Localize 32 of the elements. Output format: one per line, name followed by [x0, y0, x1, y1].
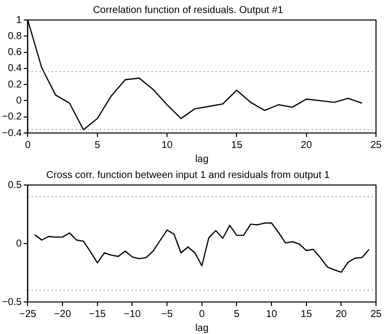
chart-title: Correlation function of residuals. Output #1 [92, 4, 284, 16]
chart-title: Cross corr. function between input 1 and residuals from output 1 [46, 170, 330, 181]
x-axis-title: lag [195, 154, 209, 165]
y-tick-label: −0.5 [2, 296, 22, 308]
x-tick-label: −15 [88, 308, 106, 320]
x-tick-label: −25 [19, 308, 37, 320]
x-tick-label: 15 [300, 308, 312, 320]
y-tick-label: 0.4 [8, 63, 22, 74]
y-tick-label: 0.5 [8, 180, 22, 191]
y-tick-label: 0.2 [8, 79, 22, 90]
x-tick-label: −10 [124, 308, 142, 320]
x-tick-label: 5 [234, 308, 240, 320]
y-tick-label: 0.6 [8, 47, 22, 58]
y-tick-label: −0.2 [2, 112, 22, 123]
x-tick-label: 10 [266, 308, 278, 320]
x-tick-label: 0 [24, 140, 31, 151]
x-tick-label: −5 [161, 308, 174, 320]
x-tick-label: −20 [54, 308, 72, 320]
x-tick-label: 10 [161, 140, 174, 151]
y-tick-label: 1 [16, 14, 22, 26]
y-tick-label: −0.4 [2, 128, 22, 139]
x-tick-label: 5 [94, 140, 101, 151]
y-tick-label: 0.8 [8, 30, 22, 42]
x-tick-label: 20 [300, 140, 312, 151]
x-tick-label: 25 [370, 140, 382, 151]
x-tick-label: 25 [370, 308, 382, 320]
x-tick-label: 15 [231, 140, 243, 151]
x-tick-label: 20 [336, 308, 348, 320]
x-tick-label: 0 [199, 308, 206, 320]
y-tick-label: 0 [16, 95, 22, 106]
x-axis-title: lag [195, 322, 209, 334]
y-tick-label: 0 [16, 238, 22, 250]
